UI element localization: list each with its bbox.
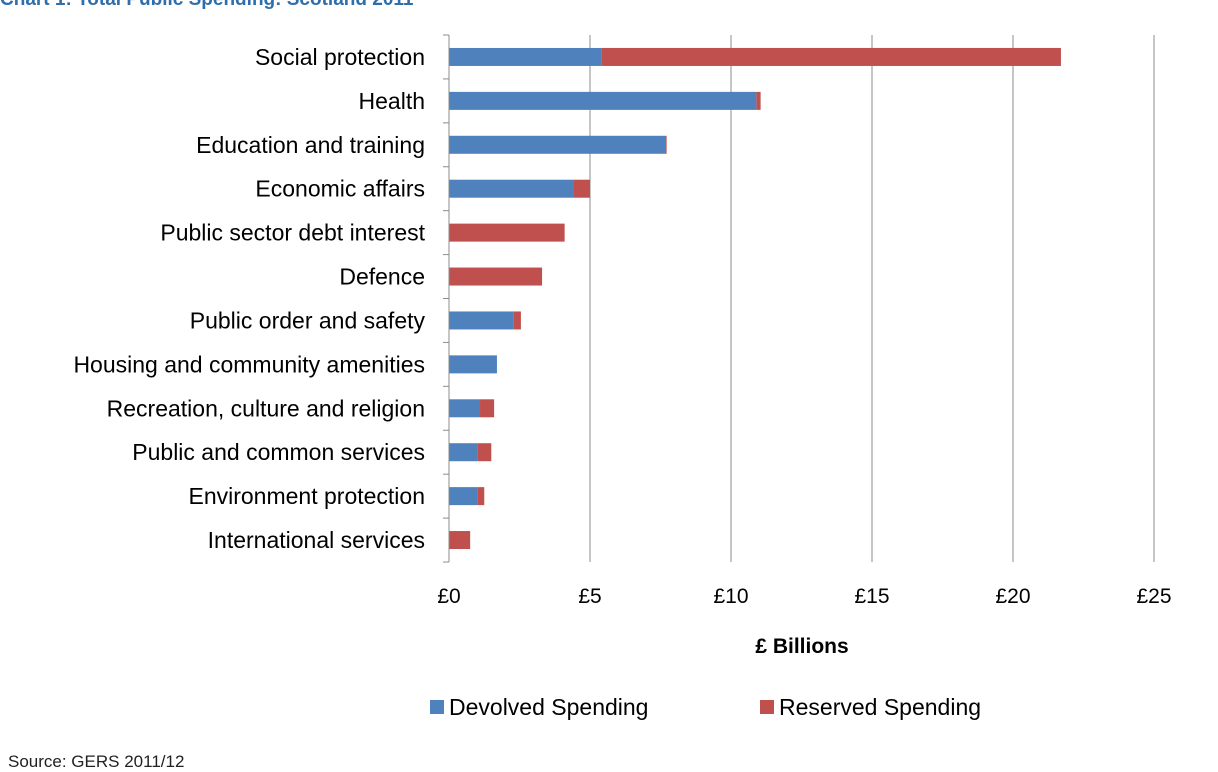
axes <box>443 34 450 563</box>
legend-label: Devolved Spending <box>449 694 648 720</box>
bar-reserved <box>666 135 667 154</box>
bar-devolved <box>449 487 478 506</box>
bar-reserved <box>449 223 565 242</box>
category-label: Defence <box>339 264 425 290</box>
x-tick-label: £0 <box>437 585 460 608</box>
chart-title: Chart 1: Total Public Spending: Scotland… <box>0 0 414 10</box>
x-tick-label: £20 <box>995 585 1030 608</box>
category-label: Health <box>359 88 425 114</box>
category-labels: Social protection Health Education and tra… <box>73 44 425 553</box>
category-label: International services <box>208 527 425 553</box>
category-label: Public sector debt interest <box>160 220 425 246</box>
gridlines <box>589 35 1155 562</box>
bar-devolved <box>449 355 497 374</box>
category-label: Recreation, culture and religion <box>107 395 425 421</box>
bars <box>449 47 1061 550</box>
category-label: Environment protection <box>188 483 425 509</box>
category-label: Economic affairs <box>255 176 425 202</box>
category-label: Public order and safety <box>190 307 426 333</box>
x-tick-label: £10 <box>713 585 748 608</box>
legend-swatch <box>430 700 444 714</box>
bar-reserved <box>449 267 543 286</box>
category-label: Housing and community amenities <box>73 351 425 377</box>
x-tick-label: £5 <box>578 585 601 608</box>
bar-devolved <box>449 311 514 330</box>
legend: Devolved Spending Reserved Spending <box>430 694 981 720</box>
category-label: Public and common services <box>132 439 425 465</box>
bar-reserved <box>513 311 521 330</box>
bar-reserved <box>477 487 485 506</box>
bar-reserved <box>573 179 590 198</box>
bar-devolved <box>449 399 481 418</box>
bar-devolved <box>449 135 667 154</box>
category-label: Education and training <box>196 132 425 158</box>
source-note: Source: GERS 2011/12 <box>8 752 185 771</box>
bar-reserved <box>449 531 471 550</box>
x-tick-labels: £0 £5 £10 £15 £20 £25 <box>437 585 1171 608</box>
bar-devolved <box>449 47 602 66</box>
x-axis-label: £ Billions <box>755 635 848 658</box>
bar-reserved <box>480 399 495 418</box>
x-tick-label: £25 <box>1136 585 1171 608</box>
bar-devolved <box>449 179 574 198</box>
category-label: Social protection <box>255 44 425 70</box>
bar-devolved <box>449 91 757 110</box>
legend-label: Reserved Spending <box>779 694 981 720</box>
legend-swatch <box>760 700 774 714</box>
bar-reserved <box>756 91 761 110</box>
bar-devolved <box>449 443 478 462</box>
bar-reserved <box>477 443 492 462</box>
x-tick-label: £15 <box>854 585 889 608</box>
bar-reserved <box>601 47 1061 66</box>
